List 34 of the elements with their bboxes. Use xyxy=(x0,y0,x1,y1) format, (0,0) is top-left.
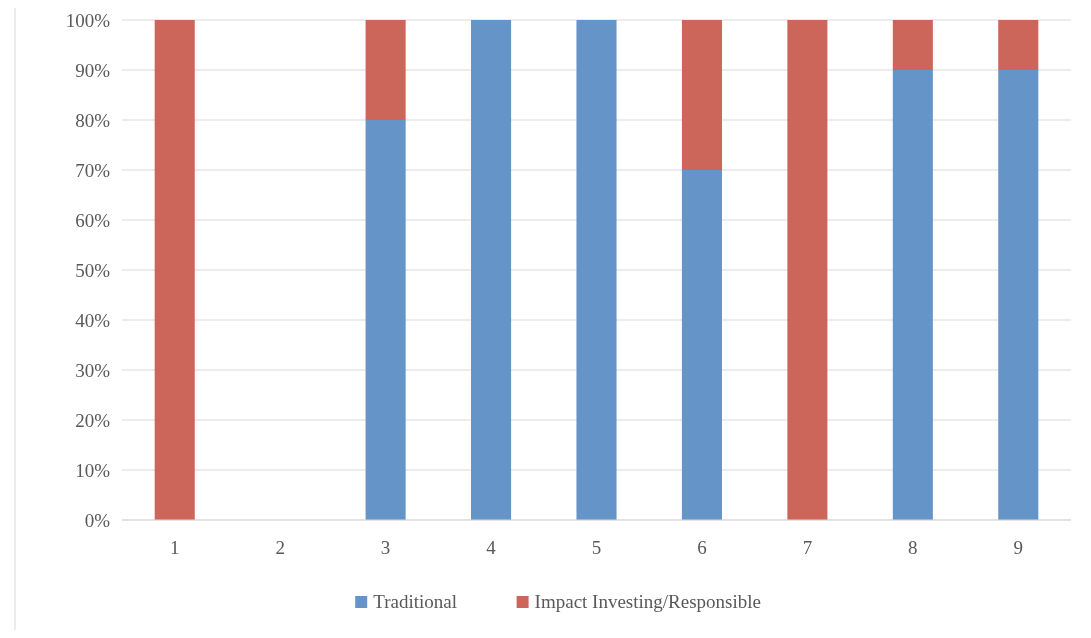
x-tick-label: 4 xyxy=(486,537,497,558)
y-tick-label: 50% xyxy=(75,259,111,281)
legend-label: Impact Investing/Responsible xyxy=(534,591,761,612)
bar xyxy=(154,20,195,520)
x-tick-label: 2 xyxy=(275,537,285,558)
y-tick-label: 40% xyxy=(75,309,111,331)
x-tick-label: 7 xyxy=(802,537,813,558)
x-tick-label: 8 xyxy=(908,537,918,558)
bar xyxy=(365,120,406,520)
y-tick-label: 10% xyxy=(75,459,111,481)
y-tick-label: 20% xyxy=(75,409,111,431)
y-tick-label: 60% xyxy=(75,209,111,231)
y-tick-label: 90% xyxy=(75,59,111,81)
bar xyxy=(892,70,933,520)
x-tick-label: 1 xyxy=(169,537,180,558)
bar xyxy=(681,20,722,170)
bar xyxy=(471,20,512,520)
x-tick-label: 6 xyxy=(697,537,707,558)
y-tick-label: 70% xyxy=(75,159,111,181)
bar xyxy=(892,20,933,70)
y-tick-label: 30% xyxy=(75,359,111,381)
bar xyxy=(787,20,828,520)
bar xyxy=(998,70,1039,520)
legend-label: Traditional xyxy=(373,591,457,612)
y-tick-label: 80% xyxy=(75,109,111,131)
y-tick-label: 0% xyxy=(84,509,111,531)
bar xyxy=(576,20,617,520)
bar xyxy=(681,170,722,520)
bar xyxy=(365,20,406,120)
y-tick-label: 100% xyxy=(65,9,111,31)
x-tick-label: 9 xyxy=(1013,537,1024,558)
x-tick-label: 5 xyxy=(591,537,602,558)
x-tick-label: 3 xyxy=(380,537,391,558)
bar xyxy=(998,20,1039,70)
